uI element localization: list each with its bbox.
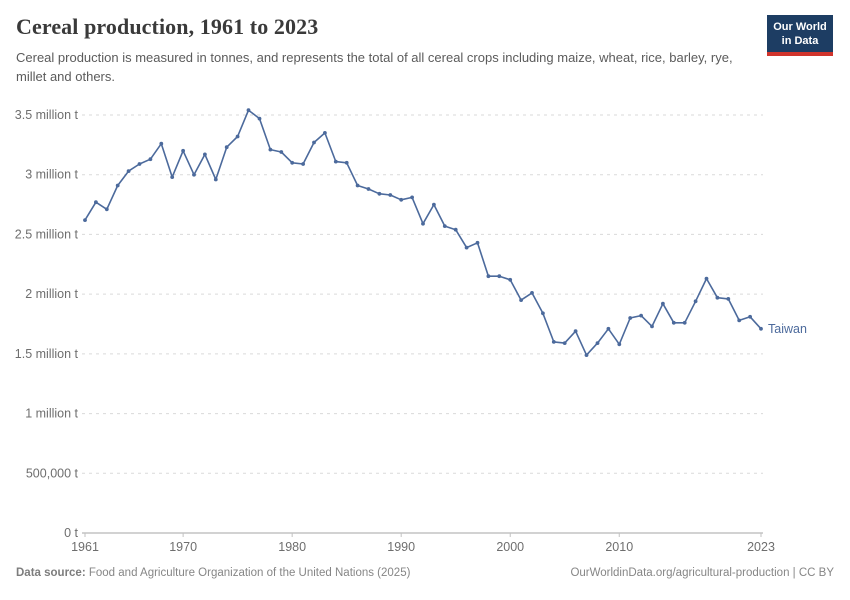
- data-point[interactable]: [682, 320, 687, 325]
- data-point[interactable]: [181, 148, 186, 153]
- data-point[interactable]: [573, 329, 578, 334]
- y-tick-label: 3.5 million t: [15, 108, 79, 122]
- data-point[interactable]: [333, 159, 338, 164]
- series-line[interactable]: [84, 109, 762, 356]
- data-point[interactable]: [519, 298, 523, 302]
- data-point[interactable]: [595, 341, 600, 345]
- y-tick-label: 500,000 t: [26, 466, 79, 480]
- data-point[interactable]: [453, 227, 458, 232]
- x-tick-label: 1961: [71, 540, 99, 554]
- owid-logo[interactable]: Our World in Data: [767, 15, 833, 57]
- data-point[interactable]: [748, 314, 752, 319]
- chart-title: Cereal production, 1961 to 2023: [16, 14, 319, 39]
- data-point[interactable]: [486, 274, 491, 279]
- data-point[interactable]: [323, 131, 327, 135]
- y-tick-label: 2.5 million t: [15, 227, 79, 241]
- data-point[interactable]: [355, 183, 360, 188]
- x-tick-label: 1970: [169, 540, 197, 554]
- data-point[interactable]: [235, 134, 240, 139]
- data-point[interactable]: [246, 108, 251, 113]
- data-point[interactable]: [497, 274, 502, 279]
- y-tick-label: 2 million t: [25, 287, 78, 301]
- y-axis-labels: 0 t 500,000 t 1 million t 1.5 million t 2 mi…: [15, 108, 79, 540]
- x-tick-label: 2023: [747, 540, 775, 554]
- chart-subtitle: Cereal production is measured in tonnes,…: [16, 50, 733, 84]
- owid-logo-line1: Our World: [773, 21, 827, 33]
- data-point[interactable]: [693, 299, 698, 304]
- data-source-note: Data source: Food and Agriculture Organi…: [16, 567, 410, 579]
- data-point[interactable]: [148, 157, 153, 162]
- data-point[interactable]: [661, 301, 665, 306]
- data-point[interactable]: [94, 200, 98, 205]
- data-point[interactable]: [442, 224, 447, 229]
- data-source-text: Food and Agriculture Organization of the…: [85, 567, 411, 579]
- data-point[interactable]: [530, 291, 534, 295]
- data-point[interactable]: [399, 197, 404, 202]
- data-point[interactable]: [126, 169, 131, 174]
- data-point[interactable]: [268, 147, 273, 152]
- data-point[interactable]: [104, 207, 109, 212]
- data-point[interactable]: [464, 245, 469, 250]
- data-point[interactable]: [377, 191, 382, 196]
- owid-logo-line2: in Data: [781, 35, 819, 48]
- data-point[interactable]: [541, 311, 545, 316]
- data-point[interactable]: [584, 353, 589, 357]
- data-point[interactable]: [551, 340, 556, 344]
- data-point[interactable]: [192, 172, 196, 177]
- data-point[interactable]: [388, 193, 393, 197]
- owid-url-license-link[interactable]: OurWorldinData.org/agricultural-producti…: [570, 567, 834, 579]
- data-point[interactable]: [83, 218, 87, 223]
- data-point[interactable]: [257, 116, 262, 121]
- data-point[interactable]: [475, 240, 480, 245]
- taiwan-line-series[interactable]: Taiwan: [83, 108, 807, 357]
- data-point[interactable]: [312, 140, 316, 145]
- data-point[interactable]: [410, 195, 414, 200]
- chart-footer: Data source: Food and Agriculture Organi…: [16, 567, 834, 579]
- data-point[interactable]: [203, 152, 207, 157]
- y-tick-label: 1 million t: [25, 407, 78, 421]
- y-tick-label: 0 t: [64, 526, 78, 540]
- x-tick-label: 1990: [387, 540, 415, 554]
- data-point[interactable]: [737, 318, 742, 323]
- x-tick-label: 2000: [496, 540, 524, 554]
- data-point[interactable]: [726, 297, 731, 301]
- x-axis-labels: 1961 1970 1980 1990 2000 2010 2023: [71, 540, 775, 554]
- data-point[interactable]: [170, 175, 175, 180]
- series-label-taiwan[interactable]: Taiwan: [768, 322, 807, 336]
- data-point[interactable]: [115, 183, 120, 188]
- data-point[interactable]: [671, 320, 676, 325]
- data-point[interactable]: [508, 277, 513, 282]
- data-source-label: Data source:: [16, 567, 86, 579]
- data-point[interactable]: [759, 326, 763, 331]
- x-tick-label: 1980: [278, 540, 306, 554]
- data-point[interactable]: [279, 150, 284, 154]
- data-point[interactable]: [715, 295, 720, 300]
- data-point[interactable]: [628, 316, 633, 320]
- data-point[interactable]: [159, 141, 164, 146]
- data-point[interactable]: [344, 160, 349, 165]
- y-tick-label: 3 million t: [25, 168, 78, 182]
- data-point[interactable]: [290, 160, 295, 165]
- data-point[interactable]: [650, 324, 654, 329]
- data-point[interactable]: [366, 187, 371, 191]
- data-point[interactable]: [301, 162, 305, 166]
- x-tick-label: 2010: [605, 540, 633, 554]
- y-tick-label: 1.5 million t: [15, 347, 79, 361]
- y-gridlines: [82, 114, 763, 474]
- data-point[interactable]: [213, 177, 218, 182]
- data-point[interactable]: [421, 221, 425, 226]
- data-point[interactable]: [704, 276, 709, 281]
- data-point[interactable]: [562, 341, 567, 345]
- data-point[interactable]: [639, 313, 643, 318]
- data-point[interactable]: [432, 202, 436, 207]
- chart-header: Cereal production, 1961 to 2023 Cereal p…: [16, 14, 756, 87]
- data-point[interactable]: [606, 326, 611, 331]
- data-point[interactable]: [137, 162, 142, 166]
- data-point[interactable]: [617, 342, 622, 347]
- data-point[interactable]: [224, 145, 229, 150]
- x-axis: [82, 532, 763, 537]
